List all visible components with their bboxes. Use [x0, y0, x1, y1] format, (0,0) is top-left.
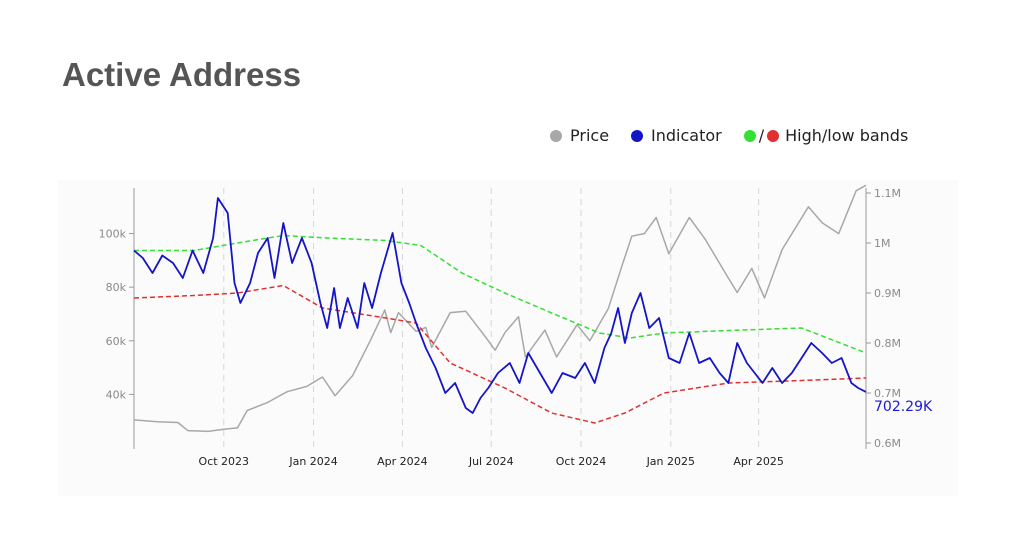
- legend-item-price[interactable]: Price: [550, 126, 609, 145]
- high-band-legend-marker: [743, 129, 756, 142]
- high-band-series-line: [134, 234, 867, 354]
- left-tick-label: 80k: [106, 281, 127, 294]
- legend-label-price: Price: [570, 126, 610, 145]
- x-tick-label: Oct 2023: [199, 455, 250, 468]
- legend-bands-separator: /: [758, 126, 765, 145]
- x-tick-label: Oct 2024: [556, 455, 607, 468]
- legend-item-indicator[interactable]: Indicator: [631, 126, 722, 145]
- right-tick-label: 1M: [874, 237, 891, 250]
- left-tick-label: 60k: [106, 335, 127, 348]
- right-tick-label: 0.6M: [874, 437, 901, 450]
- legend-label-indicator: Indicator: [651, 126, 722, 145]
- low-band-legend-marker: [767, 129, 780, 142]
- indicator-legend-marker: [631, 129, 644, 142]
- indicator-series-line: [133, 197, 867, 414]
- x-tick-label: Apr 2024: [377, 455, 428, 468]
- chart-svg[interactable]: Oct 2023 Jan 2024 Apr 2024 Jul 2024 Oct 2024…: [58, 180, 958, 496]
- x-tick-label: Jul 2024: [468, 455, 514, 468]
- price-legend-marker: [550, 129, 562, 142]
- left-tick-label: 40k: [106, 388, 127, 401]
- right-tick-label: 1.1M: [874, 187, 901, 200]
- chart-panel: Oct 2023 Jan 2024 Apr 2024 Jul 2024 Oct 2024…: [58, 180, 958, 496]
- left-tick-label: 100k: [99, 228, 127, 241]
- price-series-line: [133, 184, 867, 433]
- legend-label-bands: High/low bands: [785, 126, 909, 145]
- page-title: Active Address: [62, 56, 302, 93]
- right-tick-label: 0.8M: [874, 337, 901, 350]
- x-tick-label: Apr 2025: [733, 455, 784, 468]
- x-tick-label: Jan 2024: [288, 455, 337, 468]
- low-band-series-line: [133, 284, 867, 424]
- x-tick-label: Jan 2025: [646, 455, 695, 468]
- chart-legend: Price Indicator / High/low bands: [550, 126, 908, 145]
- legend-item-bands[interactable]: / High/low bands: [743, 126, 909, 145]
- right-tick-label: 0.9M: [874, 287, 901, 300]
- last-value-label: 702.29K: [874, 399, 933, 415]
- right-tick-label: 0.7M: [874, 387, 901, 400]
